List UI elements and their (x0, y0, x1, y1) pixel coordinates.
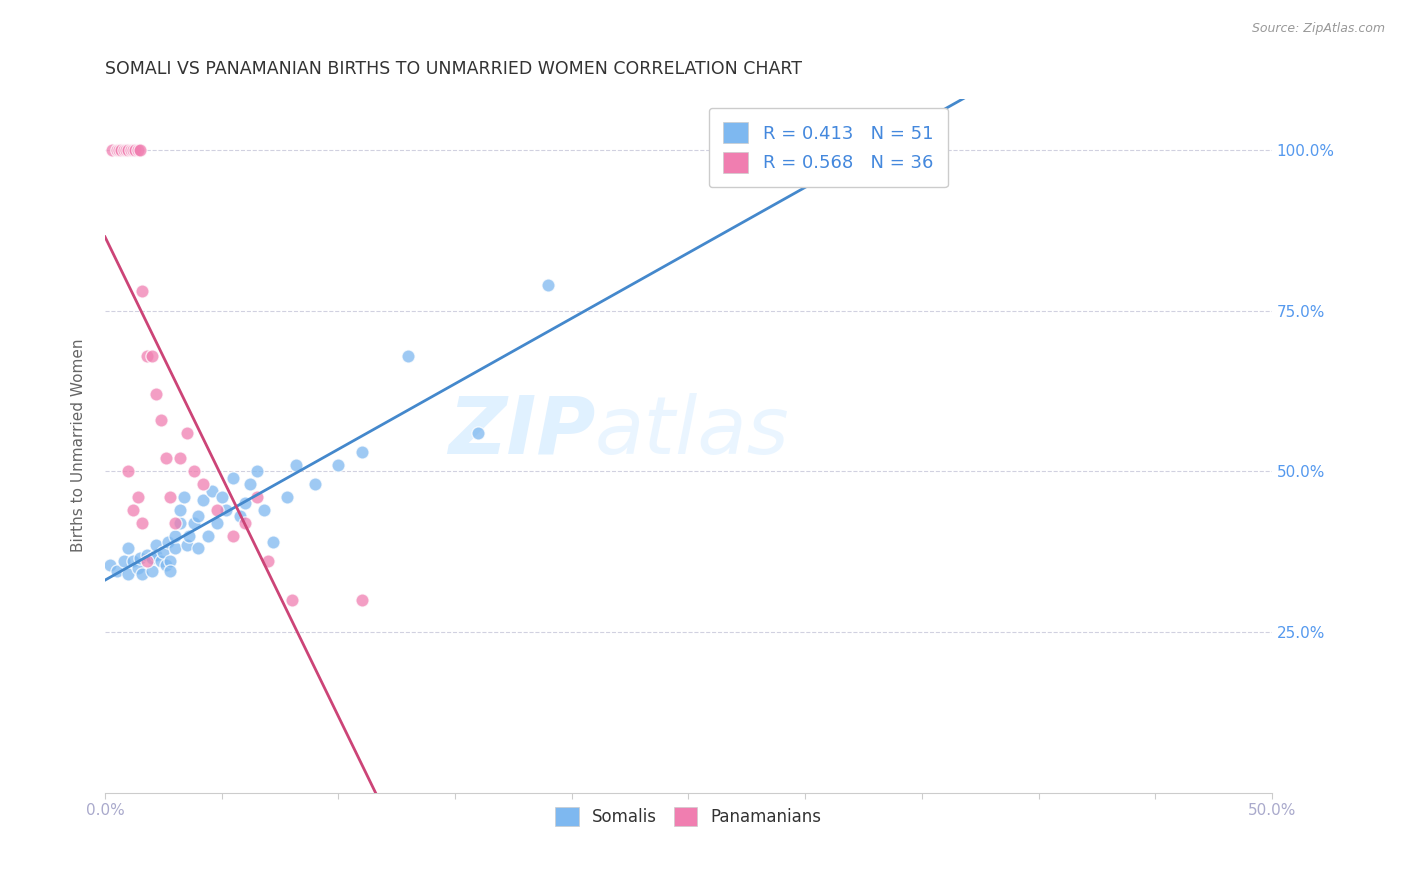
Point (117, 143, 139, 157)
Point (262, 535, 284, 549)
Point (110, 143, 132, 157)
Point (156, 535, 179, 549)
Point (246, 464, 269, 478)
Point (127, 143, 149, 157)
Point (120, 143, 142, 157)
Point (141, 349, 163, 363)
Point (122, 143, 145, 157)
Point (145, 538, 167, 552)
Point (136, 548, 159, 562)
Point (183, 516, 205, 530)
Point (145, 548, 167, 562)
Point (152, 544, 174, 558)
Point (169, 516, 191, 530)
Point (141, 564, 163, 578)
Point (280, 592, 302, 607)
Point (304, 477, 326, 491)
Point (155, 451, 177, 466)
Point (201, 483, 224, 498)
Point (177, 528, 200, 542)
Point (537, 277, 560, 292)
Point (163, 541, 186, 556)
Point (131, 567, 153, 582)
Point (350, 445, 373, 459)
Point (169, 503, 191, 517)
Point (233, 516, 256, 530)
Point (145, 387, 167, 401)
Point (191, 477, 214, 491)
Point (131, 285, 153, 299)
Point (350, 592, 373, 607)
Point (396, 349, 419, 363)
Point (328, 458, 350, 472)
Point (222, 471, 245, 485)
Point (253, 503, 276, 517)
Text: SOMALI VS PANAMANIAN BIRTHS TO UNMARRIED WOMEN CORRELATION CHART: SOMALI VS PANAMANIAN BIRTHS TO UNMARRIED… (105, 60, 801, 78)
Point (205, 503, 228, 517)
Point (239, 477, 262, 491)
Point (211, 490, 233, 504)
Point (129, 551, 152, 566)
Text: atlas: atlas (595, 392, 790, 471)
Point (112, 143, 135, 157)
Point (159, 490, 181, 504)
Point (117, 567, 139, 582)
Point (159, 564, 181, 578)
Point (150, 554, 173, 568)
Point (246, 490, 269, 504)
Point (115, 143, 138, 157)
Point (129, 143, 152, 157)
Point (155, 558, 177, 572)
Point (112, 554, 135, 568)
Legend: Somalis, Panamanians: Somalis, Panamanians (548, 800, 828, 833)
Point (187, 509, 209, 524)
Point (127, 490, 149, 504)
Point (176, 425, 198, 440)
Point (467, 425, 489, 440)
Point (159, 554, 181, 568)
Point (169, 451, 191, 466)
Point (105, 143, 128, 157)
Text: ZIP: ZIP (447, 392, 595, 471)
Point (122, 503, 145, 517)
Point (127, 560, 149, 574)
Point (183, 464, 205, 478)
Point (105, 564, 128, 578)
Point (229, 509, 252, 524)
Point (215, 503, 238, 517)
Point (197, 528, 219, 542)
Point (101, 143, 124, 157)
Point (108, 143, 131, 157)
Point (276, 490, 298, 504)
Point (98, 558, 121, 572)
Point (117, 541, 139, 556)
Point (285, 458, 308, 472)
Point (141, 551, 163, 566)
Point (191, 493, 214, 508)
Point (117, 464, 139, 478)
Point (222, 528, 245, 542)
Y-axis label: Births to Unmarried Women: Births to Unmarried Women (72, 339, 86, 552)
Point (173, 490, 195, 504)
Text: Source: ZipAtlas.com: Source: ZipAtlas.com (1251, 22, 1385, 36)
Point (187, 541, 209, 556)
Point (122, 554, 145, 568)
Point (233, 496, 256, 510)
Point (257, 554, 280, 568)
Point (205, 516, 228, 530)
Point (176, 538, 198, 552)
Point (150, 413, 173, 427)
Point (136, 554, 159, 568)
Point (131, 516, 153, 530)
Point (124, 143, 146, 157)
Point (136, 349, 159, 363)
Point (163, 528, 186, 542)
Point (163, 516, 186, 530)
